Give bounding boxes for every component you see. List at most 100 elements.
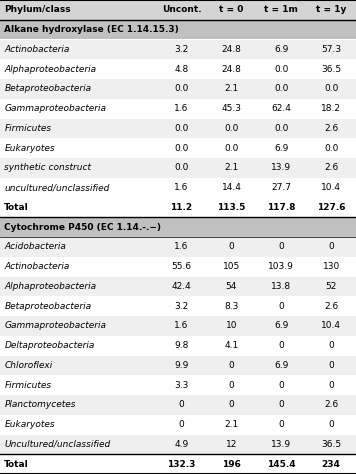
Text: 3.2: 3.2 bbox=[174, 45, 189, 54]
Bar bbox=[0, 316, 356, 336]
Bar bbox=[0, 118, 356, 138]
Text: 0.0: 0.0 bbox=[174, 124, 189, 133]
Text: 0: 0 bbox=[278, 242, 284, 251]
Text: 0.0: 0.0 bbox=[324, 144, 338, 153]
Text: 6.9: 6.9 bbox=[274, 144, 288, 153]
Text: 2.6: 2.6 bbox=[324, 124, 338, 133]
Text: 127.6: 127.6 bbox=[317, 203, 345, 212]
Text: 0: 0 bbox=[278, 420, 284, 429]
Text: 4.1: 4.1 bbox=[224, 341, 239, 350]
Text: Deltaproteobacteria: Deltaproteobacteria bbox=[4, 341, 95, 350]
Text: 3.3: 3.3 bbox=[174, 381, 189, 390]
Text: Alphaproteobacteria: Alphaproteobacteria bbox=[4, 64, 96, 73]
Text: Phylum/class: Phylum/class bbox=[4, 5, 71, 14]
Text: 62.4: 62.4 bbox=[271, 104, 291, 113]
Text: 9.9: 9.9 bbox=[174, 361, 189, 370]
Text: 6.9: 6.9 bbox=[274, 361, 288, 370]
Text: 57.3: 57.3 bbox=[321, 45, 341, 54]
Text: 117.8: 117.8 bbox=[267, 203, 295, 212]
Bar bbox=[0, 356, 356, 375]
Text: Actinobacteria: Actinobacteria bbox=[4, 262, 70, 271]
Text: 145.4: 145.4 bbox=[267, 460, 295, 469]
Text: 1.6: 1.6 bbox=[174, 321, 189, 330]
Text: 113.5: 113.5 bbox=[217, 203, 246, 212]
Text: Alkane hydroxylase (EC 1.14.15.3): Alkane hydroxylase (EC 1.14.15.3) bbox=[4, 25, 179, 34]
Text: Total: Total bbox=[4, 203, 29, 212]
Text: 0: 0 bbox=[229, 401, 234, 410]
Text: 130: 130 bbox=[323, 262, 340, 271]
Text: 1.6: 1.6 bbox=[174, 242, 189, 251]
Bar bbox=[0, 39, 356, 59]
Text: Betaproteobacteria: Betaproteobacteria bbox=[4, 301, 91, 310]
Text: 36.5: 36.5 bbox=[321, 440, 341, 449]
Text: 2.1: 2.1 bbox=[224, 84, 239, 93]
Bar bbox=[0, 178, 356, 198]
Text: 0.0: 0.0 bbox=[324, 84, 338, 93]
Text: 0.0: 0.0 bbox=[174, 84, 189, 93]
Bar bbox=[0, 0, 356, 20]
Bar bbox=[0, 59, 356, 79]
Bar bbox=[0, 79, 356, 99]
Text: Betaproteobacteria: Betaproteobacteria bbox=[4, 84, 91, 93]
Bar bbox=[0, 336, 356, 356]
Text: 24.8: 24.8 bbox=[221, 64, 241, 73]
Bar bbox=[0, 415, 356, 435]
Text: 4.9: 4.9 bbox=[174, 440, 189, 449]
Text: 54: 54 bbox=[226, 282, 237, 291]
Text: 13.9: 13.9 bbox=[271, 440, 291, 449]
Text: 3.2: 3.2 bbox=[174, 301, 189, 310]
Text: 42.4: 42.4 bbox=[172, 282, 192, 291]
Text: 8.3: 8.3 bbox=[224, 301, 239, 310]
Text: 0: 0 bbox=[278, 341, 284, 350]
Text: t = 1m: t = 1m bbox=[264, 5, 298, 14]
Text: 0.0: 0.0 bbox=[224, 144, 239, 153]
Text: 2.1: 2.1 bbox=[224, 164, 239, 173]
Text: 27.7: 27.7 bbox=[271, 183, 291, 192]
Text: 10.4: 10.4 bbox=[321, 321, 341, 330]
Text: 52: 52 bbox=[325, 282, 337, 291]
Text: 103.9: 103.9 bbox=[268, 262, 294, 271]
Text: 1.6: 1.6 bbox=[174, 183, 189, 192]
Text: 4.8: 4.8 bbox=[174, 64, 189, 73]
Text: 45.3: 45.3 bbox=[221, 104, 241, 113]
Text: 0.0: 0.0 bbox=[274, 64, 288, 73]
Text: 55.6: 55.6 bbox=[172, 262, 192, 271]
Bar bbox=[0, 257, 356, 276]
Text: 2.6: 2.6 bbox=[324, 301, 338, 310]
Bar bbox=[0, 99, 356, 118]
Text: Uncont.: Uncont. bbox=[162, 5, 201, 14]
Text: Chloroflexi: Chloroflexi bbox=[4, 361, 53, 370]
Text: 9.8: 9.8 bbox=[174, 341, 189, 350]
Text: 12: 12 bbox=[226, 440, 237, 449]
Text: 6.9: 6.9 bbox=[274, 321, 288, 330]
Text: Cytochrome P450 (EC 1.14.-.−): Cytochrome P450 (EC 1.14.-.−) bbox=[4, 223, 161, 232]
Text: 0: 0 bbox=[278, 401, 284, 410]
Text: uncultured/unclassified: uncultured/unclassified bbox=[4, 183, 110, 192]
Text: Gammaproteobacteria: Gammaproteobacteria bbox=[4, 321, 106, 330]
Text: 0.0: 0.0 bbox=[174, 164, 189, 173]
Text: t = 0: t = 0 bbox=[219, 5, 244, 14]
Text: Uncultured/unclassified: Uncultured/unclassified bbox=[4, 440, 110, 449]
Text: Planctomycetes: Planctomycetes bbox=[4, 401, 76, 410]
Text: Actinobacteria: Actinobacteria bbox=[4, 45, 70, 54]
Text: 13.9: 13.9 bbox=[271, 164, 291, 173]
Text: 0: 0 bbox=[229, 242, 234, 251]
Bar bbox=[0, 237, 356, 257]
Text: 6.9: 6.9 bbox=[274, 45, 288, 54]
Text: 0: 0 bbox=[328, 341, 334, 350]
Text: 1.6: 1.6 bbox=[174, 104, 189, 113]
Text: 0: 0 bbox=[278, 381, 284, 390]
Bar bbox=[0, 158, 356, 178]
Text: 0: 0 bbox=[229, 361, 234, 370]
Text: 14.4: 14.4 bbox=[221, 183, 241, 192]
Text: synthetic construct: synthetic construct bbox=[4, 164, 91, 173]
Text: 234: 234 bbox=[321, 460, 341, 469]
Bar bbox=[0, 296, 356, 316]
Text: Firmicutes: Firmicutes bbox=[4, 124, 51, 133]
Text: 13.8: 13.8 bbox=[271, 282, 291, 291]
Text: 0: 0 bbox=[328, 242, 334, 251]
Bar bbox=[0, 217, 356, 237]
Bar bbox=[0, 20, 356, 39]
Text: 2.6: 2.6 bbox=[324, 401, 338, 410]
Text: 18.2: 18.2 bbox=[321, 104, 341, 113]
